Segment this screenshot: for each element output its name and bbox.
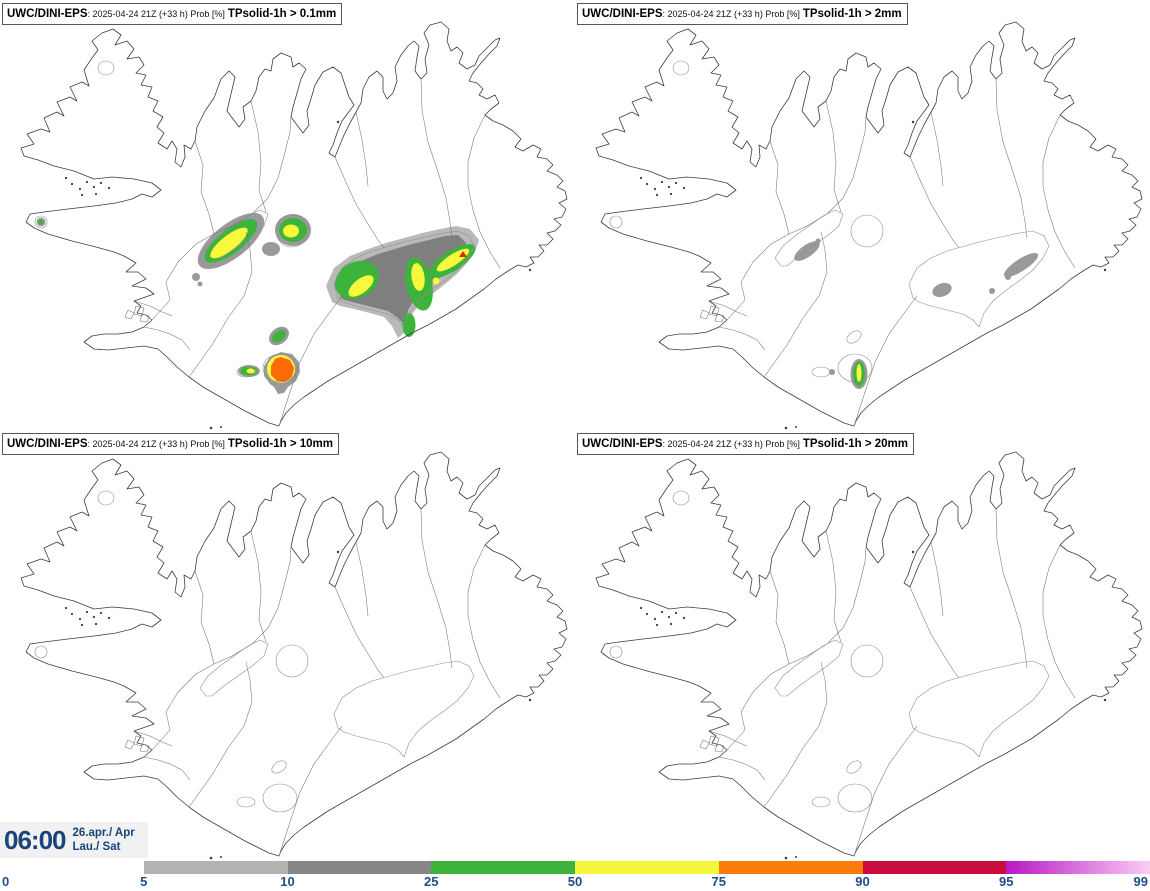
colorbar-tick-90: 90: [855, 874, 870, 889]
valid-date-top: 26.apr./ Apr: [72, 826, 135, 839]
threshold-label: TPsolid-1h > 0.1mm: [227, 8, 337, 20]
valid-time: 06:00: [4, 824, 66, 855]
run-info: : 2025-04-24 21Z (+33 h) Prob [%]: [87, 439, 225, 449]
valid-date: 26.apr./ Apr Lau./ Sat: [73, 826, 135, 855]
colorbar-segment-25-50: [431, 861, 575, 874]
colorbar-tick-99: 99: [1133, 874, 1148, 889]
valid-date-bottom: Lau./ Sat: [72, 841, 121, 853]
colorbar-segment-5-10: [143, 861, 288, 874]
iceland-map: [595, 21, 1143, 430]
iceland-map: [20, 21, 568, 430]
run-info: : 2025-04-24 21Z (+33 h) Prob [%]: [87, 9, 225, 19]
colorbar-segment-50-75: [575, 861, 719, 874]
colorbar-tick-5: 5: [140, 874, 148, 889]
panel-title: UWC/DINI-EPS: 2025-04-24 21Z (+33 h) Pro…: [2, 3, 343, 25]
product-label: UWC/DINI-EPS: [582, 8, 663, 20]
panel-prob-2mm: UWC/DINI-EPS: 2025-04-24 21Z (+33 h) Pro…: [575, 0, 1150, 430]
panel-prob-10mm: UWC/DINI-EPS: 2025-04-24 21Z (+33 h) Pro…: [0, 430, 575, 860]
colorbar-segment-90-95: [862, 861, 1007, 874]
colorbar-tick-25: 25: [424, 874, 439, 889]
product-label: UWC/DINI-EPS: [582, 438, 663, 450]
product-label: UWC/DINI-EPS: [7, 438, 88, 450]
threshold-label: TPsolid-1h > 2mm: [802, 8, 902, 20]
colorbar-segment-75-90: [718, 861, 863, 874]
panel-title: UWC/DINI-EPS: 2025-04-24 21Z (+33 h) Pro…: [2, 433, 339, 455]
run-info: : 2025-04-24 21Z (+33 h) Prob [%]: [662, 9, 800, 19]
panel-title: UWC/DINI-EPS: 2025-04-24 21Z (+33 h) Pro…: [577, 3, 908, 25]
threshold-label: TPsolid-1h > 10mm: [227, 438, 333, 450]
colorbar-tick-75: 75: [711, 874, 726, 889]
colorbar-tick-50: 50: [567, 874, 583, 889]
colorbar-segment-95-99: [1006, 861, 1150, 874]
product-label: UWC/DINI-EPS: [7, 8, 88, 20]
valid-time-block: 06:00 26.apr./ Apr Lau./ Sat: [0, 822, 148, 858]
colorbar-tick-95: 95: [999, 874, 1014, 889]
iceland-map: [595, 451, 1143, 860]
panel-prob-20mm: UWC/DINI-EPS: 2025-04-24 21Z (+33 h) Pro…: [575, 430, 1150, 860]
panel-prob-0-1mm: UWC/DINI-EPS: 2025-04-24 21Z (+33 h) Pro…: [0, 0, 575, 430]
colorbar-segment-10-25: [287, 861, 432, 874]
run-info: : 2025-04-24 21Z (+33 h) Prob [%]: [662, 439, 800, 449]
panel-title: UWC/DINI-EPS: 2025-04-24 21Z (+33 h) Pro…: [577, 433, 914, 455]
iceland-map: [20, 451, 568, 860]
colorbar-tick-10: 10: [280, 874, 295, 889]
colorbar-track: [143, 861, 1150, 874]
threshold-label: TPsolid-1h > 20mm: [802, 438, 908, 450]
colorbar-tick-0: 0: [2, 874, 10, 889]
